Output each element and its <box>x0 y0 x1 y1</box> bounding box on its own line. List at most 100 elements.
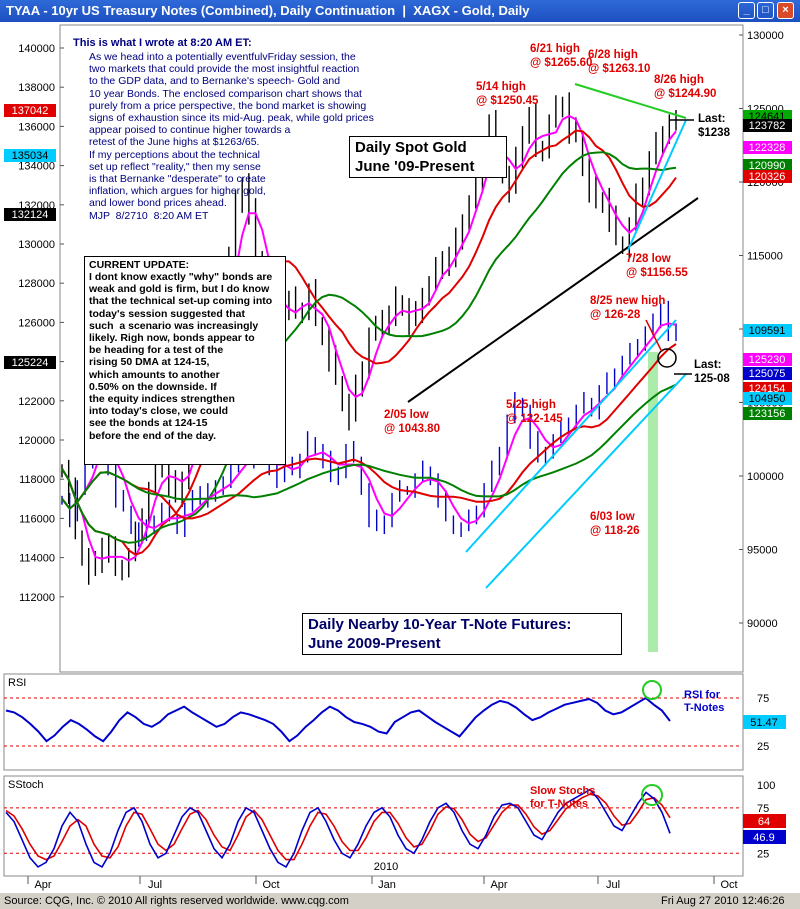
rsi-annotation: T-Notes <box>684 702 724 714</box>
right-tick-label: 100000 <box>747 471 784 483</box>
chart-annotation: @ 122-145 <box>506 413 563 425</box>
stoch-last-tag-bg <box>743 814 786 828</box>
chart-annotation: @ 118-26 <box>590 525 640 537</box>
gold-support-trendline <box>407 197 699 403</box>
stoch-peak-circle <box>641 784 663 806</box>
tnote-peak-circle <box>657 348 677 368</box>
minimize-button[interactable]: _ <box>738 2 755 19</box>
update-title: CURRENT UPDATE: <box>89 259 190 271</box>
right-price-tag-label: 104950 <box>749 393 786 405</box>
right-price-tag-bg <box>743 382 792 395</box>
left-tick-label: 128000 <box>18 278 55 290</box>
right-price-tag-label: 123782 <box>749 120 786 132</box>
chart-annotation: @ 1043.80 <box>384 423 440 435</box>
chart-annotation: 8/25 new high <box>590 295 665 307</box>
x-tick-label: Jan <box>378 879 396 891</box>
note-title: This is what I wrote at 8:20 AM ET: <box>73 37 252 49</box>
left-tick-label: 118000 <box>19 474 55 486</box>
stoch-tick-label: 100 <box>757 780 775 792</box>
chart-annotation: 6/28 high <box>588 49 638 61</box>
x-tick-label: Oct <box>720 879 737 891</box>
chart-annotation: Last: <box>694 359 721 371</box>
stoch-tick-label: 25 <box>757 848 769 860</box>
right-price-tag-label: 125230 <box>749 354 786 366</box>
right-price-tag-bg <box>743 324 792 337</box>
left-tick-label: 140000 <box>18 43 55 55</box>
chart-annotation: $1238 <box>698 127 731 139</box>
right-price-tag-bg <box>743 119 792 132</box>
close-button[interactable]: × <box>777 2 794 19</box>
gold-ma-mid <box>61 129 677 556</box>
chart-annotation: 5/14 high <box>476 81 526 93</box>
right-price-tag-label: 120990 <box>749 160 786 172</box>
stoch-annotation: Slow Stochs <box>530 785 595 797</box>
status-footer: Source: CQG, Inc. © 2010 All rights rese… <box>0 893 800 909</box>
rsi-last-tag-bg <box>743 715 786 729</box>
tnote-channel-upper <box>465 319 677 553</box>
right-price-tag-bg <box>743 159 792 172</box>
tnote-channel-lower <box>485 373 687 589</box>
stoch-k-line <box>5 788 671 868</box>
right-price-tag-bg <box>743 407 792 420</box>
right-price-tag-bg <box>743 170 792 183</box>
left-tick-label: 130000 <box>18 239 55 251</box>
left-tick-label: 120000 <box>18 435 55 447</box>
x-tick-label: Jul <box>148 879 162 891</box>
stoch-last-tag-bg <box>743 830 786 844</box>
chart-annotation: @ 126-28 <box>590 309 641 321</box>
x-tick-label: Jul <box>606 879 620 891</box>
right-tick-label: 90000 <box>747 618 778 630</box>
stoch-last-value: 46.9 <box>753 832 774 844</box>
chart-annotation: 8/26 high <box>654 74 704 86</box>
rsi-tick-label: 25 <box>757 741 769 753</box>
rsi-panel <box>3 673 744 771</box>
maximize-button[interactable]: □ <box>757 2 774 19</box>
stoch-panel <box>3 775 744 877</box>
x-year-label: 2010 <box>374 861 398 873</box>
stoch-d-line <box>5 793 671 861</box>
x-tick-label: Apr <box>34 879 51 891</box>
left-price-tag-bg <box>4 104 56 117</box>
left-price-tag-label: 137042 <box>12 105 49 117</box>
left-tick-label: 126000 <box>18 317 55 329</box>
tnote-chart-title: Daily Nearby 10-Year T-Note Futures: Jun… <box>302 613 622 655</box>
left-tick-label: 116000 <box>19 513 55 525</box>
right-price-tag-label: 109591 <box>749 325 786 337</box>
right-price-tag-bg <box>743 367 792 380</box>
left-tick-label: 112000 <box>19 592 55 604</box>
chart-annotation: 6/21 high <box>530 43 580 55</box>
annotation-leader <box>645 319 663 353</box>
chart-annotation: 125-08 <box>694 373 730 385</box>
chart-annotation: 2/05 low <box>384 409 429 421</box>
chart-annotation: @ $1244.90 <box>654 88 716 100</box>
left-price-tag-bg <box>4 208 56 221</box>
left-price-tag-bg <box>4 149 56 162</box>
left-price-tag-label: 135034 <box>12 150 49 162</box>
left-tick-label: 114000 <box>19 553 55 565</box>
left-tick-label: 122000 <box>18 396 55 408</box>
gold-resistance-trendline <box>574 83 687 119</box>
chart-annotation: @ $1250.45 <box>476 95 539 107</box>
rsi-last-value: 51.47 <box>750 717 778 729</box>
chart-annotation: 7/28 low <box>626 253 671 265</box>
chart-annotation: @ $1156.55 <box>626 267 688 279</box>
rsi-label: RSI <box>8 677 26 689</box>
chart-annotation: @ $1265.60 <box>530 57 592 69</box>
rsi-tick-label: 75 <box>757 693 769 705</box>
right-tick-label: 115000 <box>747 251 783 263</box>
gold-chart-title: Daily Spot Gold June '09-Present <box>349 136 507 178</box>
timestamp-text: Fri Aug 27 2010 12:46:26 <box>661 895 785 907</box>
chart-annotation: Last: <box>698 113 725 125</box>
rsi-annotation: RSI for <box>684 689 721 701</box>
right-price-tag-bg <box>743 353 792 366</box>
right-price-tag-label: 120326 <box>749 171 786 183</box>
stoch-tick-label: 75 <box>757 803 769 815</box>
right-tick-label: 130000 <box>747 30 784 42</box>
left-price-tag-bg <box>4 356 56 369</box>
copyright-text: Source: CQG, Inc. © 2010 All rights rese… <box>4 895 349 907</box>
tnote-ma-slow <box>61 383 677 511</box>
right-price-tag-label: 123156 <box>749 408 786 420</box>
x-tick-label: Oct <box>262 879 279 891</box>
left-tick-label: 136000 <box>18 121 55 133</box>
chart-annotation: @ $1263.10 <box>588 63 650 75</box>
